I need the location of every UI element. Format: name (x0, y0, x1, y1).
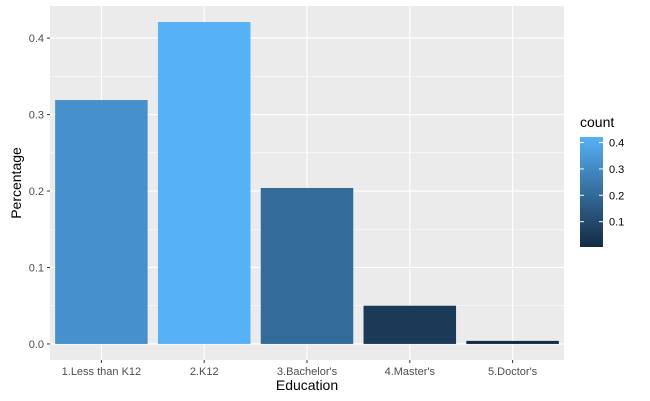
legend-tick-label: 0.3 (609, 164, 624, 176)
y-tick-label: 0.1 (29, 262, 44, 274)
legend-colorbar (580, 137, 603, 247)
y-axis: 0.0 0.1 0.2 0.3 0.4 (29, 33, 50, 351)
bars (55, 22, 559, 344)
legend-title: count (580, 114, 614, 130)
y-tick-label: 0.2 (29, 186, 44, 198)
x-axis-title: Education (276, 377, 338, 393)
bar (260, 187, 354, 344)
y-tick-label: 0.3 (29, 110, 44, 122)
y-tick-label: 0.0 (29, 339, 44, 351)
legend-ticks: 0.1 0.2 0.3 0.4 (580, 138, 624, 229)
y-tick-label: 0.4 (29, 33, 44, 45)
bar (466, 340, 559, 344)
x-tick-label: 5.Doctor's (488, 366, 538, 378)
bar (55, 100, 148, 344)
legend-tick-label: 0.2 (609, 190, 624, 202)
x-tick-label: 4.Master's (385, 366, 436, 378)
legend-tick-label: 0.4 (609, 138, 624, 150)
bar (363, 305, 457, 344)
y-axis-title: Percentage (8, 147, 24, 219)
legend: count 0.1 0.2 0.3 0.4 (580, 114, 624, 247)
x-tick-label: 1.Less than K12 (62, 366, 142, 378)
legend-tick-label: 0.1 (609, 217, 624, 229)
bar (157, 22, 251, 344)
x-tick-label: 3.Bachelor's (277, 366, 338, 378)
x-tick-label: 2.K12 (190, 366, 219, 378)
x-axis: 1.Less than K12 2.K12 3.Bachelor's 4.Master… (62, 360, 538, 378)
